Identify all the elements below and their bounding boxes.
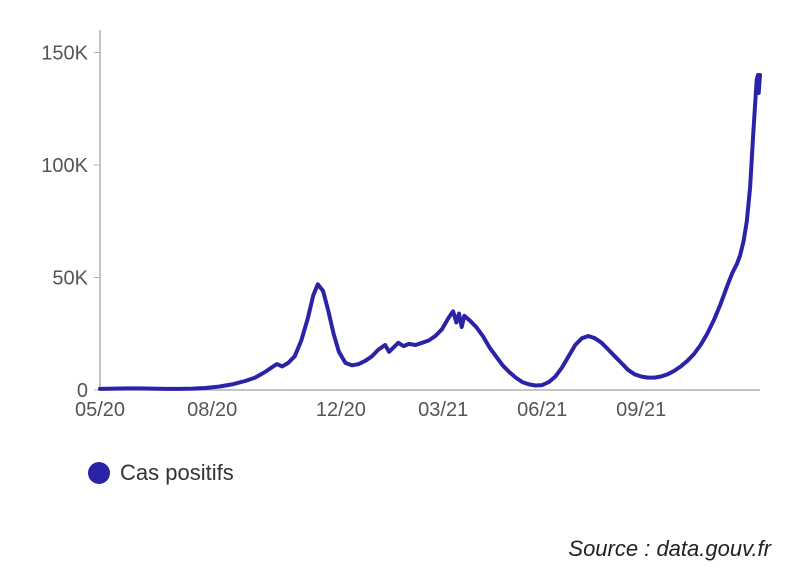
legend-marker-icon — [88, 462, 110, 484]
svg-text:100K: 100K — [41, 155, 88, 177]
legend: Cas positifs — [88, 460, 234, 486]
svg-text:03/21: 03/21 — [418, 399, 468, 421]
svg-text:06/21: 06/21 — [517, 399, 567, 421]
legend-label: Cas positifs — [120, 460, 234, 486]
source-text: data.gouv.fr — [656, 536, 771, 561]
svg-text:50K: 50K — [52, 268, 88, 290]
svg-text:12/20: 12/20 — [316, 399, 366, 421]
svg-text:150K: 150K — [41, 43, 88, 65]
svg-text:09/21: 09/21 — [616, 399, 666, 421]
chart-area: 050K100K150K05/2008/2012/2003/2106/2109/… — [30, 20, 770, 450]
source-prefix: Source : — [568, 536, 656, 561]
svg-text:05/20: 05/20 — [75, 399, 125, 421]
chart-container: 050K100K150K05/2008/2012/2003/2106/2109/… — [0, 0, 801, 574]
svg-text:08/20: 08/20 — [187, 399, 237, 421]
line-chart: 050K100K150K05/2008/2012/2003/2106/2109/… — [30, 20, 770, 450]
source-caption: Source : data.gouv.fr — [568, 536, 771, 562]
